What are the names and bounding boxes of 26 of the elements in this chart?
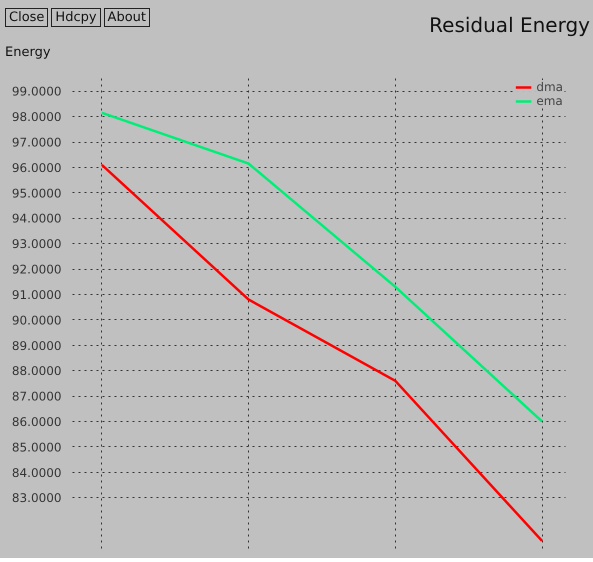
y-tick-label: 99.0000 (12, 84, 62, 99)
y-tick-label: 93.0000 (12, 237, 62, 252)
text: Close (5, 8, 48, 27)
y-tick-label: 97.0000 (12, 136, 62, 150)
y-tick-label: 89.0000 (12, 338, 62, 353)
chart-title: Residual Energy (429, 12, 590, 39)
line-series (100, 112, 544, 423)
text: Hdcpy (51, 8, 101, 27)
y-tick-label: 83.0000 (12, 491, 62, 506)
y-tick-label: 84.0000 (12, 466, 62, 480)
y-tick-label: 90.0000 (12, 313, 62, 328)
legend-label: ema (536, 94, 563, 108)
y-tick-label: 95.0000 (12, 186, 62, 200)
y-tick-label: 96.0000 (12, 160, 62, 175)
y-tick-label: 98.0000 (12, 110, 62, 124)
y-tick-label: 92.0000 (12, 262, 62, 277)
y-tick-label: 87.0000 (12, 390, 62, 404)
line-series (100, 164, 544, 542)
legend-label: dma (536, 80, 563, 94)
y-tick-label: 91.0000 (12, 288, 62, 302)
y-tick-label: 86.0000 (12, 414, 62, 429)
text: About (104, 8, 150, 27)
y-tick-label: 94.0000 (12, 212, 62, 226)
y-tick-label: 88.0000 (12, 364, 62, 378)
y-axis-title: Energy (5, 44, 52, 62)
y-tick-label: 85.0000 (12, 440, 62, 454)
